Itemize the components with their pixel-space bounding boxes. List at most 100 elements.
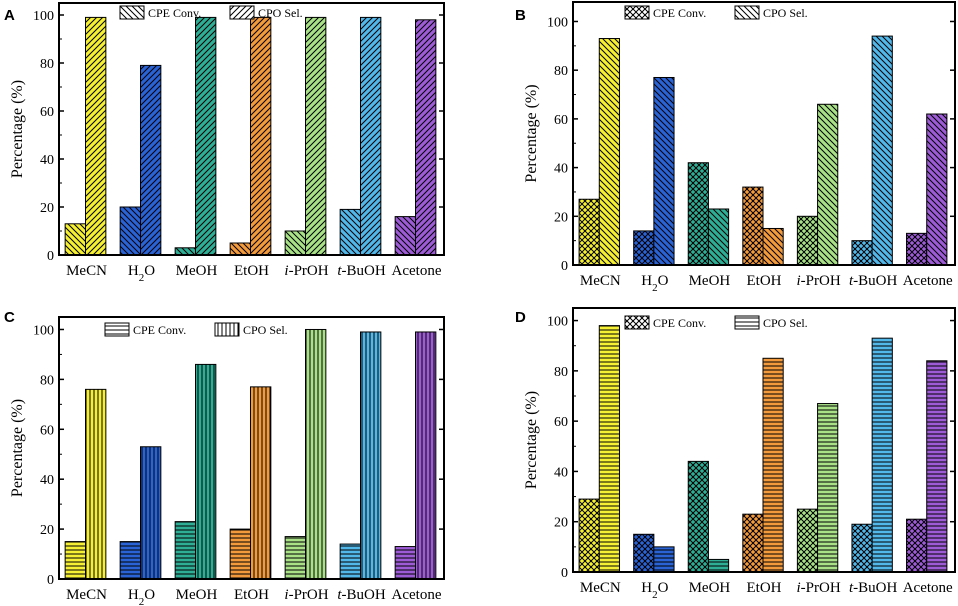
- y-tick-label: 80: [40, 57, 54, 72]
- y-tick-label: 0: [561, 259, 568, 274]
- bar-cpo-sel-h2o: [140, 446, 162, 580]
- legend-label: CPO Sel.: [258, 6, 303, 20]
- bar-cpe-conv-mecn: [578, 498, 600, 573]
- bar-cpo-sel-acetone: [415, 19, 437, 256]
- bar-cpe-conv-h2o: [119, 541, 142, 580]
- legend-label: CPE Conv.: [653, 316, 706, 330]
- bar-cpe-conv-i-proh: [284, 230, 306, 256]
- legend-swatch: [734, 5, 760, 20]
- y-tick-label: 80: [40, 373, 54, 388]
- bar-cpe-conv-t-buoh: [851, 240, 873, 266]
- y-axis-title: Percentage (%): [523, 84, 540, 182]
- bar-cpe-conv-meoh: [687, 162, 709, 266]
- y-tick-label: 60: [40, 423, 54, 438]
- bar-cpo-sel-i-proh: [305, 328, 327, 580]
- x-tick-label-mecn: MeCN: [66, 587, 107, 603]
- bar-cpo-sel-t-buoh: [360, 331, 382, 580]
- legend-label: CPE Conv.: [133, 323, 186, 337]
- y-tick-label: 20: [40, 201, 54, 216]
- legend: CPE Conv. CPO Sel.: [104, 322, 288, 337]
- x-tick-label-h2o: H2O: [128, 263, 155, 284]
- y-tick-label: 40: [40, 153, 54, 168]
- legend-swatch: [104, 322, 130, 337]
- bar-cpo-sel-i-proh: [305, 16, 327, 256]
- bar-cpe-conv-etoh: [742, 186, 764, 266]
- bar-cpe-conv-etoh: [229, 242, 251, 256]
- x-tick-label-acetone: Acetone: [903, 580, 953, 596]
- bar-cpo-sel-acetone: [926, 113, 948, 266]
- bar-cpe-conv-i-proh: [284, 536, 306, 580]
- y-tick-label: 100: [33, 9, 54, 24]
- bar-cpo-sel-i-proh: [817, 403, 839, 573]
- x-tick-label-meoh: MeOH: [689, 580, 731, 596]
- legend-swatch: [734, 315, 760, 330]
- bar-cpo-sel-i-proh: [817, 103, 839, 266]
- x-tick-label-mecn: MeCN: [66, 263, 107, 279]
- legend: CPE Conv. CPO Sel.: [624, 5, 808, 20]
- panel-letter: C: [4, 309, 15, 326]
- bar-cpe-conv-mecn: [578, 198, 600, 266]
- y-tick-label: 40: [40, 473, 54, 488]
- x-tick-label-acetone: Acetone: [903, 273, 953, 289]
- panel-d: D 0 20 40 60 80 100 Percentage (%) MeCN H2O MeOH Et…: [515, 307, 956, 601]
- plot-frame: [572, 307, 956, 573]
- bar-cpo-sel-etoh: [762, 357, 784, 573]
- bar-cpo-sel-acetone: [415, 331, 437, 580]
- bar-cpe-conv-t-buoh: [851, 523, 873, 573]
- bar-cpe-conv-meoh: [174, 247, 196, 256]
- x-tick-label-i-proh: i-PrOH: [796, 273, 840, 289]
- bar-cpo-sel-h2o: [653, 546, 675, 573]
- bar-cpo-sel-t-buoh: [871, 337, 893, 573]
- y-tick-label: 100: [33, 323, 54, 338]
- bar-cpo-sel-mecn: [85, 16, 107, 256]
- legend-swatch: [214, 322, 240, 337]
- panel-letter: B: [515, 7, 526, 24]
- y-tick-label: 80: [554, 64, 568, 79]
- y-tick-label: 20: [554, 210, 568, 225]
- bar-cpo-sel-t-buoh: [871, 35, 893, 266]
- bar-cpe-conv-acetone: [394, 216, 416, 256]
- y-tick-label: 40: [554, 162, 568, 177]
- legend-swatch: [624, 5, 650, 20]
- panel-c: C 0 20 40 60 80 100 Percentage (%) MeCN H2O MeOH Et…: [4, 309, 445, 606]
- bar-cpe-conv-acetone: [906, 232, 928, 266]
- legend-label: CPE Conv.: [148, 6, 201, 20]
- bar-cpe-conv-h2o: [633, 230, 655, 266]
- x-tick-label-meoh: MeOH: [689, 273, 731, 289]
- x-tick-label-etoh: EtOH: [747, 580, 782, 596]
- y-tick-label: 60: [554, 415, 568, 430]
- bar-cpe-conv-meoh: [687, 460, 709, 573]
- bar-cpe-conv-acetone: [906, 518, 928, 573]
- x-tick-label-t-buoh: t-BuOH: [337, 263, 386, 279]
- y-tick-label: 100: [547, 15, 568, 30]
- bar-cpo-sel-mecn: [598, 38, 620, 266]
- bar-cpe-conv-h2o: [119, 206, 142, 256]
- legend-swatch: [229, 5, 255, 20]
- y-axis-title: Percentage (%): [523, 391, 540, 489]
- panel-letter: D: [515, 309, 526, 326]
- y-tick-label: 100: [547, 315, 568, 330]
- bar-cpo-sel-etoh: [762, 227, 784, 266]
- x-tick-label-meoh: MeOH: [176, 587, 218, 603]
- bar-cpo-sel-h2o: [653, 76, 675, 266]
- x-tick-label-mecn: MeCN: [580, 580, 621, 596]
- bar-cpe-conv-t-buoh: [339, 208, 361, 256]
- x-tick-label-meoh: MeOH: [176, 263, 218, 279]
- bar-cpe-conv-i-proh: [796, 215, 819, 266]
- bar-cpo-sel-h2o: [140, 64, 162, 256]
- x-tick-label-etoh: EtOH: [234, 587, 269, 603]
- x-tick-label-i-proh: i-PrOH: [284, 263, 328, 279]
- bar-cpe-conv-h2o: [633, 533, 655, 573]
- bar-cpo-sel-acetone: [926, 360, 948, 573]
- bar-cpe-conv-mecn: [64, 223, 87, 256]
- bar-cpo-sel-meoh: [707, 208, 730, 266]
- bar-cpe-conv-acetone: [394, 546, 416, 580]
- x-tick-label-t-buoh: t-BuOH: [337, 587, 386, 603]
- x-tick-label-etoh: EtOH: [747, 273, 782, 289]
- bar-cpe-conv-t-buoh: [339, 543, 361, 580]
- bar-cpo-sel-mecn: [598, 325, 620, 573]
- plot-frame: [572, 1, 956, 266]
- legend-swatch: [624, 315, 650, 330]
- x-tick-label-h2o: H2O: [641, 273, 668, 294]
- bar-cpe-conv-mecn: [64, 541, 87, 580]
